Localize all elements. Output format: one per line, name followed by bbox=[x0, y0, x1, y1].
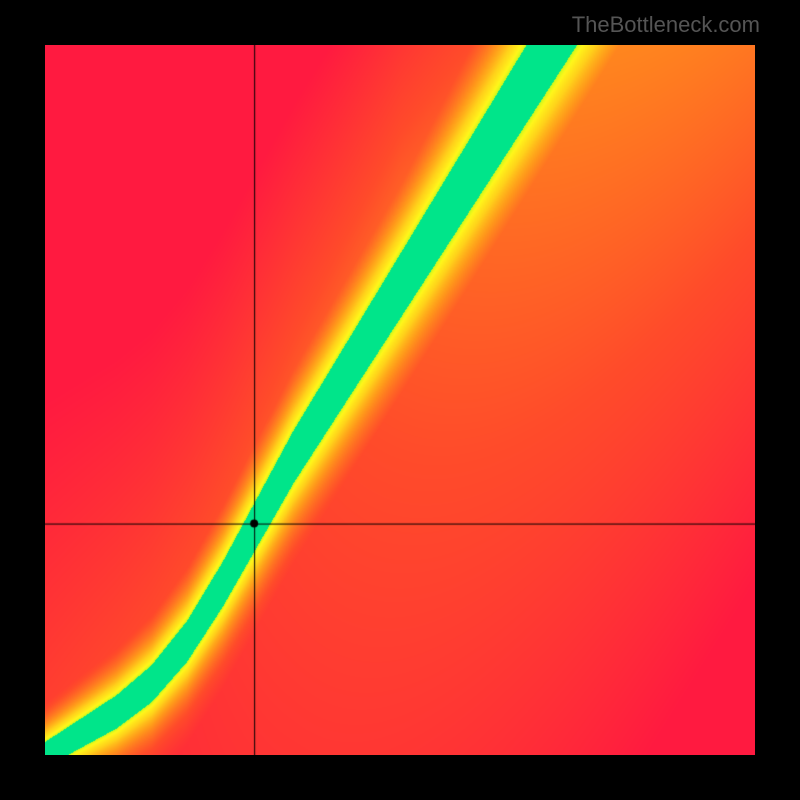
plot-area bbox=[45, 45, 755, 755]
watermark-text: TheBottleneck.com bbox=[572, 12, 760, 38]
bottleneck-heatmap bbox=[45, 45, 755, 755]
chart-container: TheBottleneck.com bbox=[0, 0, 800, 800]
